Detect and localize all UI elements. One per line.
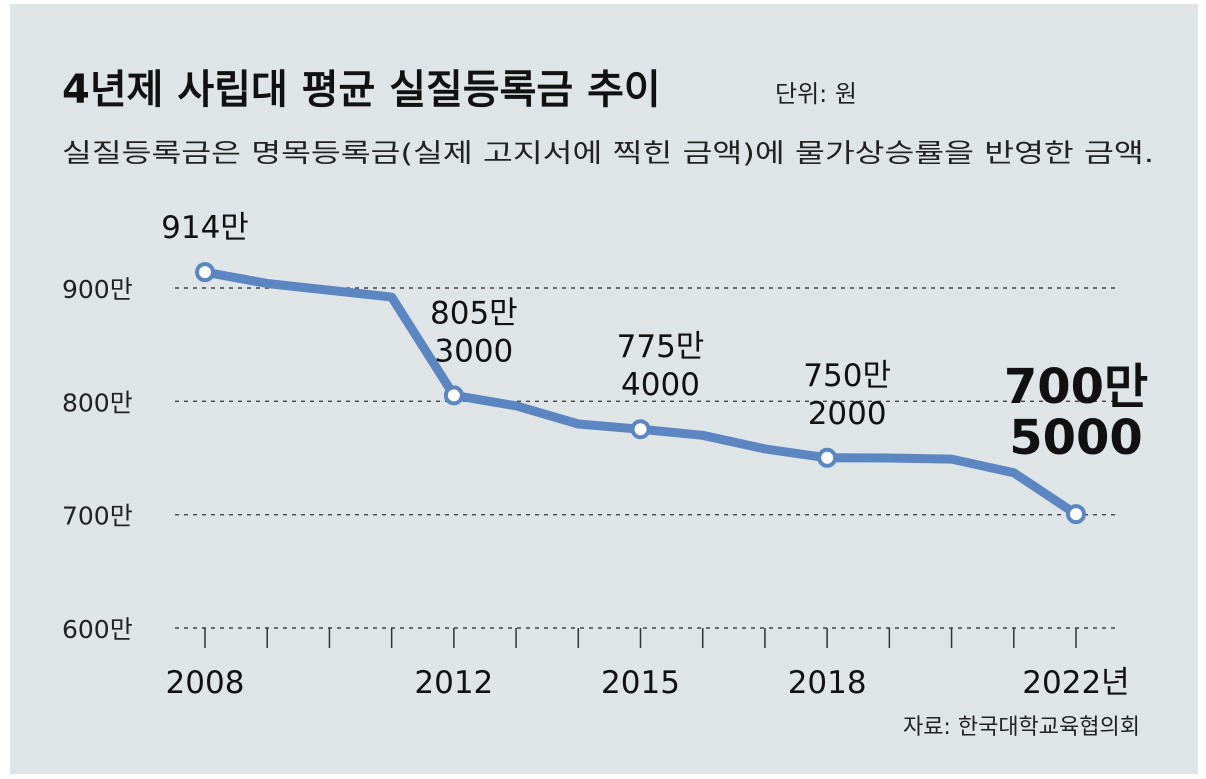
data-label: 775만 — [617, 329, 705, 365]
x-tick-label: 2008 — [166, 665, 245, 701]
data-marker — [443, 385, 464, 406]
data-label: 4000 — [621, 367, 700, 403]
chart-subtitle: 실질등록금은 명목등록금(실제 고지서에 찍힌 금액)에 물가상승률을 반영한 … — [62, 139, 1154, 169]
y-axis-labels: 900만 800만 700만 600만 — [62, 275, 133, 644]
data-markers — [195, 262, 1086, 525]
x-tick-label: 2015 — [601, 665, 680, 701]
y-tick-label: 700만 — [62, 502, 133, 531]
x-axis: 2008 2012 2015 2018 2022년 — [166, 628, 1130, 701]
data-marker — [195, 262, 215, 283]
data-label: 750만 — [803, 358, 891, 394]
data-marker — [1066, 504, 1086, 525]
y-tick-label: 800만 — [62, 388, 133, 417]
data-label: 914만 — [161, 210, 249, 246]
data-label-emphasis: 700만 — [1004, 359, 1148, 415]
chart-title: 4년제 사립대 평균 실질등록금 추이 — [62, 67, 661, 113]
x-tick-label: 2018 — [788, 665, 867, 701]
x-tick-label: 2012 — [414, 665, 493, 701]
data-label-emphasis: 5000 — [1009, 410, 1143, 466]
unit-label: 단위: 원 — [775, 80, 857, 108]
source-note: 자료: 한국대학교육협의회 — [903, 715, 1140, 740]
data-marker — [630, 419, 651, 440]
y-tick-label: 600만 — [62, 615, 133, 644]
data-label: 3000 — [434, 333, 513, 369]
chart-background — [10, 4, 1198, 774]
data-label: 2000 — [808, 396, 887, 432]
y-tick-label: 900만 — [62, 275, 133, 304]
data-label: 805만 — [430, 295, 518, 331]
x-tick-label: 2022년 — [1022, 665, 1129, 701]
data-marker — [817, 447, 838, 468]
